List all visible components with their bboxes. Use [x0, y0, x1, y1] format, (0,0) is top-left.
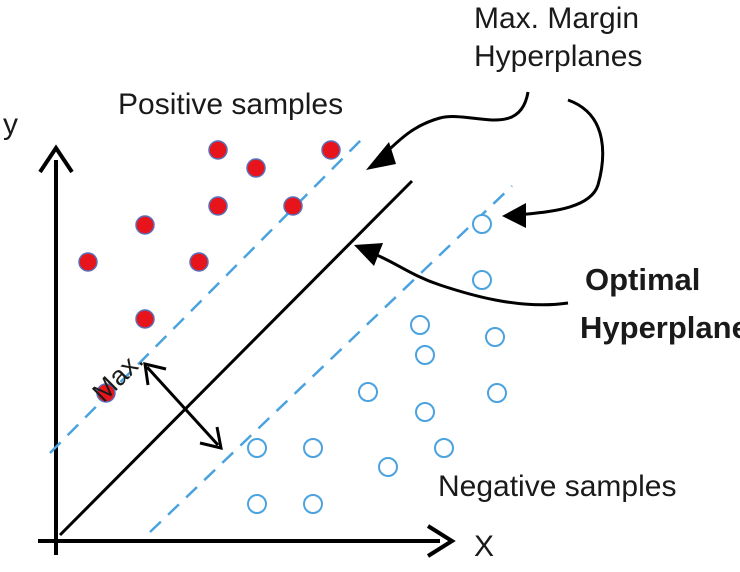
- negative-sample-point: [358, 382, 378, 402]
- positive-sample-point: [246, 158, 266, 178]
- optimal-arrow: [371, 251, 569, 307]
- positive-sample-point: [78, 252, 98, 272]
- positive-sample-point: [208, 196, 228, 216]
- negative-sample-point: [303, 438, 323, 458]
- negative-sample-point: [415, 345, 435, 365]
- positive-sample-point: [189, 252, 209, 272]
- x-axis-arrowhead: [426, 524, 456, 558]
- x-axis-label: X: [474, 530, 495, 563]
- y-axis-label: y: [3, 108, 18, 141]
- negative-sample-point: [247, 438, 267, 458]
- lower-margin-hyperplane: [149, 185, 513, 533]
- negative-sample-point: [410, 315, 430, 335]
- positive-sample-point: [135, 309, 155, 329]
- positive-sample-point: [321, 140, 341, 160]
- negative-sample-point: [434, 438, 454, 458]
- hyperplanes: [49, 138, 513, 537]
- margin-arrow-right: [517, 98, 605, 217]
- axes: [38, 144, 456, 558]
- positive-samples-label: Positive samples: [118, 88, 344, 121]
- margin-arrow-left: [379, 91, 530, 160]
- negative-sample-point: [472, 270, 492, 290]
- negative-sample-point: [247, 494, 267, 514]
- negative-sample-point: [485, 327, 505, 347]
- negative-samples-label: Negative samples: [438, 470, 677, 503]
- negative-sample-point: [472, 214, 492, 234]
- max-margin-arrow: [143, 362, 223, 450]
- positive-sample-point: [208, 140, 228, 160]
- margin-arrow-left-head: [366, 142, 396, 170]
- optimal-title-line1: Optimal: [585, 262, 701, 297]
- annotation-arrows: [354, 91, 605, 307]
- negative-sample-point: [378, 457, 398, 477]
- max-margin-title-line2: Hyperplanes: [474, 40, 643, 73]
- negative-points: [247, 214, 507, 514]
- optimal-arrow-head: [354, 243, 383, 266]
- positive-sample-point: [135, 215, 155, 235]
- upper-margin-hyperplane: [49, 138, 363, 454]
- positive-sample-point: [283, 196, 303, 216]
- margin-arrow-right-head: [502, 203, 526, 228]
- negative-sample-point: [303, 494, 323, 514]
- optimal-hyperplane-line: [58, 179, 414, 537]
- y-axis-arrowhead: [38, 144, 74, 174]
- optimal-title-line2: Hyperplane: [580, 310, 740, 345]
- negative-sample-point: [415, 402, 435, 422]
- max-margin-title-line1: Max. Margin: [474, 2, 640, 35]
- positive-points: [78, 140, 341, 403]
- negative-sample-point: [487, 383, 507, 403]
- positive-sample-point: [96, 383, 116, 403]
